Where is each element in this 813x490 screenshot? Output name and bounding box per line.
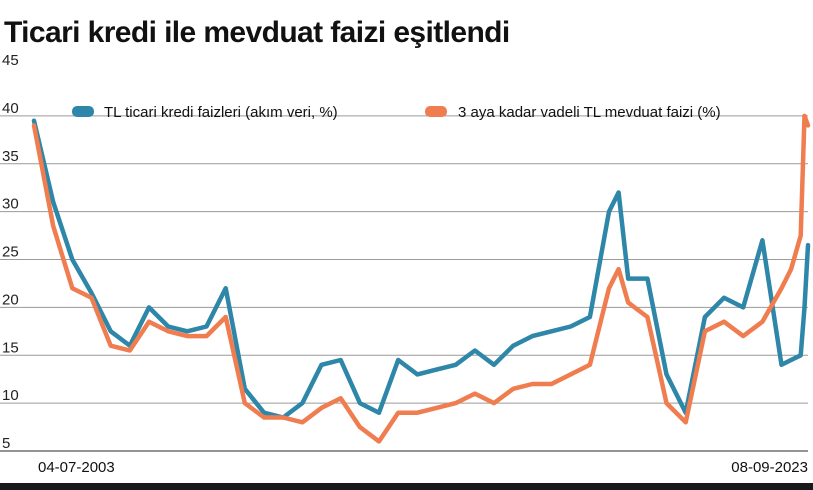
chart-title: Ticari kredi ile mevduat faizi eşitlendi	[4, 16, 510, 49]
x-start-date-label: 04-07-2003	[38, 459, 115, 476]
legend-label-deposit-rate: 3 aya kadar vadeli TL mevduat faizi (%)	[458, 104, 721, 121]
y-tick-label-30: 30	[2, 196, 19, 213]
y-tick-label-45: 45	[2, 52, 19, 69]
y-tick-label-10: 10	[2, 387, 19, 404]
x-end-date-label: 08-09-2023	[731, 459, 808, 476]
legend-label-commercial-loan: TL ticari kredi faizleri (akım veri, %)	[104, 104, 338, 121]
y-tick-label-40: 40	[2, 100, 19, 117]
gridlines	[0, 115, 808, 452]
bottom-bar	[0, 483, 813, 490]
legend-swatch-deposit-rate	[425, 106, 447, 117]
series-lines	[31, 113, 811, 444]
legend-swatch-commercial-loan	[72, 106, 94, 117]
legend: TL ticari kredi faizleri (akım veri, %) …	[72, 104, 721, 121]
y-tick-labels: 45 40 35 30 25 20 15 10 5	[2, 52, 19, 452]
series-line-commercial-loan	[31, 118, 811, 420]
y-tick-label-35: 35	[2, 148, 19, 165]
y-tick-label-15: 15	[2, 339, 19, 356]
y-tick-label-20: 20	[2, 291, 19, 308]
series-line-deposit-rate	[31, 113, 811, 444]
y-tick-label-25: 25	[2, 244, 19, 261]
y-tick-label-5: 5	[2, 435, 10, 452]
